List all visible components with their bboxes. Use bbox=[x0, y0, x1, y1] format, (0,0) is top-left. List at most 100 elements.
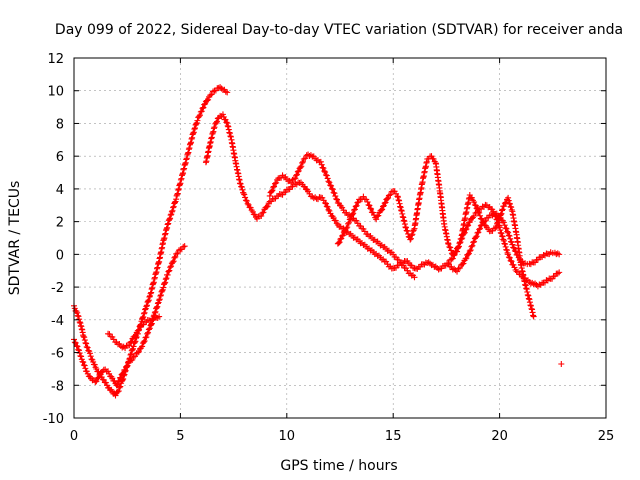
data-point bbox=[387, 191, 394, 198]
y-tick-label: 2 bbox=[56, 216, 64, 231]
data-point bbox=[263, 203, 270, 210]
data-point bbox=[351, 207, 358, 214]
data-point bbox=[556, 269, 563, 276]
data-point bbox=[145, 326, 152, 333]
data-point bbox=[471, 238, 478, 245]
data-point bbox=[470, 239, 477, 246]
data-point bbox=[456, 240, 463, 247]
data-point bbox=[367, 205, 374, 212]
data-point bbox=[476, 226, 483, 233]
data-point bbox=[477, 215, 484, 222]
data-point bbox=[126, 342, 133, 349]
data-point bbox=[156, 296, 163, 303]
data-point bbox=[326, 179, 333, 186]
data-point bbox=[508, 206, 515, 213]
y-tick-label: -6 bbox=[51, 347, 64, 362]
data-point bbox=[307, 152, 314, 159]
data-point bbox=[292, 175, 299, 182]
data-point bbox=[352, 203, 359, 210]
data-point bbox=[322, 169, 329, 176]
data-point bbox=[119, 344, 126, 351]
data-point bbox=[156, 297, 163, 304]
data-point bbox=[551, 249, 558, 256]
data-point bbox=[75, 313, 82, 320]
data-point bbox=[117, 374, 124, 381]
data-point bbox=[174, 250, 181, 257]
data-point bbox=[407, 235, 414, 242]
data-point bbox=[269, 187, 276, 194]
data-point bbox=[476, 209, 483, 216]
data-point bbox=[87, 353, 94, 360]
y-tick-label: 6 bbox=[56, 150, 64, 165]
data-point bbox=[505, 197, 512, 204]
data-point bbox=[75, 346, 82, 353]
data-point bbox=[500, 203, 507, 210]
data-point bbox=[271, 183, 278, 190]
data-point bbox=[349, 211, 356, 218]
data-point bbox=[119, 370, 126, 377]
data-point bbox=[375, 212, 382, 219]
data-point bbox=[409, 231, 416, 238]
data-point bbox=[454, 268, 461, 275]
data-point bbox=[288, 179, 295, 186]
data-point bbox=[166, 216, 173, 223]
data-point bbox=[474, 229, 481, 236]
data-point bbox=[477, 225, 484, 232]
data-point bbox=[455, 243, 462, 250]
data-point bbox=[467, 247, 474, 254]
data-point bbox=[300, 156, 307, 163]
data-point bbox=[332, 193, 339, 200]
data-point bbox=[198, 108, 205, 115]
data-point bbox=[427, 260, 434, 267]
data-point bbox=[270, 184, 277, 191]
data-point bbox=[180, 243, 187, 250]
x-tick-label: 15 bbox=[385, 429, 402, 444]
data-point bbox=[446, 243, 453, 250]
data-point bbox=[502, 243, 509, 250]
data-point bbox=[272, 180, 279, 187]
data-point bbox=[325, 206, 332, 213]
data-point bbox=[81, 334, 88, 341]
data-point bbox=[148, 321, 155, 328]
data-point bbox=[168, 263, 175, 270]
data-point bbox=[197, 108, 204, 115]
data-point bbox=[243, 197, 250, 204]
data-point bbox=[139, 343, 146, 350]
data-point bbox=[171, 199, 178, 206]
data-point bbox=[554, 270, 561, 277]
data-point bbox=[463, 255, 470, 262]
data-point bbox=[482, 217, 489, 224]
data-point bbox=[556, 251, 563, 258]
data-point bbox=[503, 247, 510, 254]
data-point bbox=[132, 353, 139, 360]
data-point bbox=[505, 254, 512, 261]
data-point bbox=[164, 271, 171, 278]
data-point bbox=[135, 327, 142, 334]
y-axis-label: SDTVAR / TECUs bbox=[7, 181, 23, 296]
data-point bbox=[506, 233, 513, 240]
data-point bbox=[474, 205, 481, 212]
data-point bbox=[477, 222, 484, 229]
data-point bbox=[86, 350, 93, 357]
data-point bbox=[143, 302, 150, 309]
data-point bbox=[448, 256, 455, 263]
data-point bbox=[471, 201, 478, 208]
x-tick-label: 10 bbox=[279, 429, 296, 444]
data-point bbox=[353, 202, 360, 209]
data-point bbox=[505, 194, 512, 201]
data-point bbox=[215, 84, 222, 91]
data-point bbox=[471, 212, 478, 219]
data-point bbox=[74, 343, 81, 350]
x-axis-label: GPS time / hours bbox=[280, 458, 397, 474]
data-point bbox=[172, 253, 179, 260]
data-point bbox=[162, 276, 169, 283]
data-point bbox=[242, 197, 249, 204]
data-point bbox=[468, 243, 475, 250]
data-point bbox=[77, 352, 84, 359]
data-point bbox=[167, 215, 174, 222]
data-point bbox=[78, 353, 85, 360]
data-point bbox=[500, 219, 507, 226]
data-point bbox=[504, 249, 511, 256]
data-point bbox=[128, 338, 135, 345]
